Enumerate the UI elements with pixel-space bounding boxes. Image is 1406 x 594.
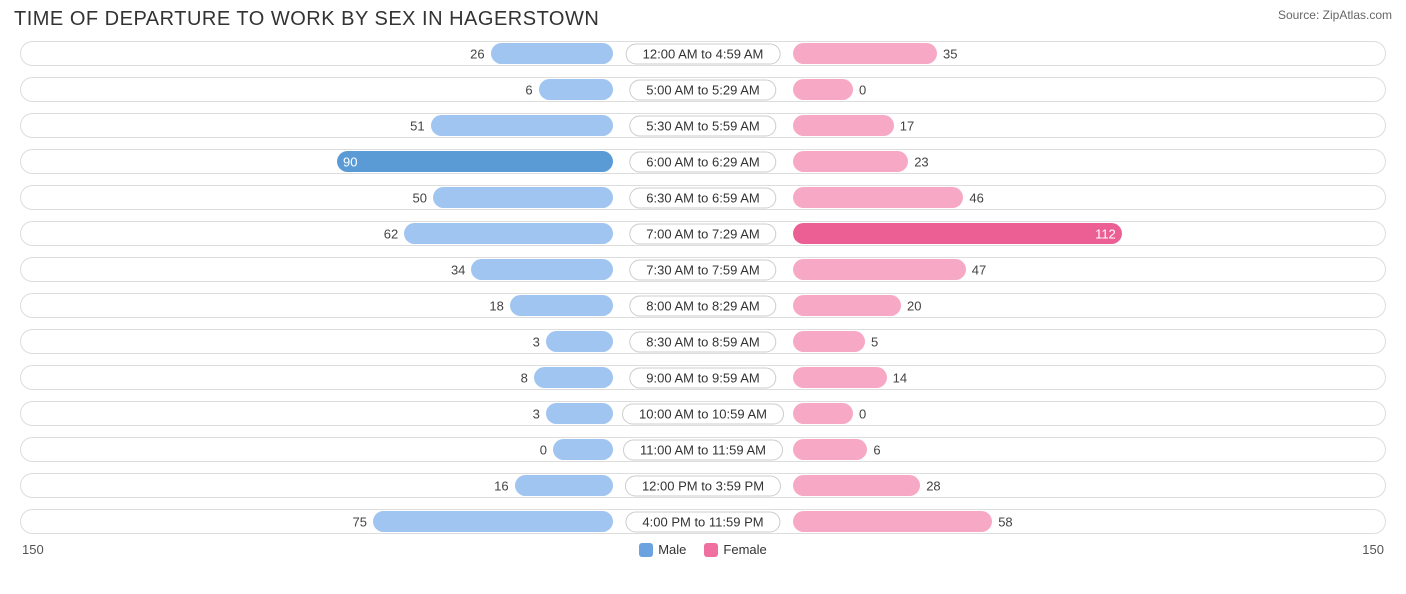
male-bar: 51 <box>431 115 613 136</box>
time-range-label: 5:00 AM to 5:29 AM <box>629 79 776 100</box>
legend-female-label: Female <box>723 542 766 557</box>
female-value: 20 <box>901 298 921 313</box>
female-bar: 47 <box>793 259 966 280</box>
female-bar: 112 <box>793 223 1122 244</box>
female-value: 28 <box>920 478 940 493</box>
male-bar: 8 <box>534 367 613 388</box>
chart-footer: 150 Male Female 150 <box>14 542 1392 557</box>
time-range-label: 8:00 AM to 8:29 AM <box>629 295 776 316</box>
female-bar: 5 <box>793 331 865 352</box>
male-bar: 3 <box>546 403 613 424</box>
female-bar: 17 <box>793 115 894 136</box>
male-value: 18 <box>489 298 509 313</box>
legend-male: Male <box>639 542 686 557</box>
axis-max-left: 150 <box>22 542 44 557</box>
male-bar: 26 <box>491 43 613 64</box>
chart-row: 90 23 6:00 AM to 6:29 AM <box>14 145 1392 178</box>
female-bar: 6 <box>793 439 867 460</box>
male-value: 16 <box>494 478 514 493</box>
legend-female-swatch <box>704 543 718 557</box>
chart-row: 62 112 7:00 AM to 7:29 AM <box>14 217 1392 250</box>
chart-row: 8 14 9:00 AM to 9:59 AM <box>14 361 1392 394</box>
legend-male-swatch <box>639 543 653 557</box>
male-value: 90 <box>343 154 357 169</box>
chart-row: 0 6 11:00 AM to 11:59 AM <box>14 433 1392 466</box>
time-range-label: 7:30 AM to 7:59 AM <box>629 259 776 280</box>
male-bar: 0 <box>553 439 613 460</box>
legend: Male Female <box>639 542 767 557</box>
female-value: 23 <box>908 154 928 169</box>
diverging-bar-chart: 263512:00 AM to 4:59 AM605:00 AM to 5:29… <box>14 37 1392 538</box>
time-range-label: 6:00 AM to 6:29 AM <box>629 151 776 172</box>
male-value: 34 <box>451 262 471 277</box>
chart-row: 18 20 8:00 AM to 8:29 AM <box>14 289 1392 322</box>
female-bar: 0 <box>793 403 853 424</box>
female-value: 0 <box>853 82 866 97</box>
male-bar: 3 <box>546 331 613 352</box>
time-range-label: 5:30 AM to 5:59 AM <box>629 115 776 136</box>
female-value: 47 <box>966 262 986 277</box>
chart-row: 26 35 12:00 AM to 4:59 AM <box>14 37 1392 70</box>
female-bar: 23 <box>793 151 908 172</box>
chart-row: 34 47 7:30 AM to 7:59 AM <box>14 253 1392 286</box>
male-bar: 90 <box>337 151 613 172</box>
time-range-label: 8:30 AM to 8:59 AM <box>629 331 776 352</box>
female-value: 35 <box>937 46 957 61</box>
axis-max-right: 150 <box>1362 542 1384 557</box>
female-bar: 46 <box>793 187 963 208</box>
female-value: 58 <box>992 514 1012 529</box>
male-value: 0 <box>540 442 553 457</box>
female-value: 14 <box>887 370 907 385</box>
legend-male-label: Male <box>658 542 686 557</box>
male-bar: 18 <box>510 295 613 316</box>
male-value: 50 <box>413 190 433 205</box>
male-bar: 50 <box>433 187 613 208</box>
male-value: 8 <box>521 370 534 385</box>
male-value: 26 <box>470 46 490 61</box>
chart-row: 50 46 6:30 AM to 6:59 AM <box>14 181 1392 214</box>
male-value: 62 <box>384 226 404 241</box>
male-bar: 62 <box>404 223 613 244</box>
time-range-label: 7:00 AM to 7:29 AM <box>629 223 776 244</box>
male-bar: 6 <box>539 79 613 100</box>
female-bar: 0 <box>793 79 853 100</box>
female-bar: 58 <box>793 511 992 532</box>
male-bar: 34 <box>471 259 613 280</box>
female-value: 17 <box>894 118 914 133</box>
time-range-label: 4:00 PM to 11:59 PM <box>625 511 780 532</box>
female-value: 5 <box>865 334 878 349</box>
chart-row: 16 28 12:00 PM to 3:59 PM <box>14 469 1392 502</box>
female-bar: 20 <box>793 295 901 316</box>
time-range-label: 9:00 AM to 9:59 AM <box>629 367 776 388</box>
time-range-label: 6:30 AM to 6:59 AM <box>629 187 776 208</box>
female-value: 112 <box>1095 226 1116 241</box>
female-value: 46 <box>963 190 983 205</box>
legend-female: Female <box>704 542 766 557</box>
male-value: 3 <box>533 334 546 349</box>
chart-row: 3 0 10:00 AM to 10:59 AM <box>14 397 1392 430</box>
chart-row: 75 58 4:00 PM to 11:59 PM <box>14 505 1392 538</box>
female-value: 6 <box>867 442 880 457</box>
chart-row: 51 17 5:30 AM to 5:59 AM <box>14 109 1392 142</box>
male-value: 6 <box>525 82 538 97</box>
chart-row: 6 0 5:00 AM to 5:29 AM <box>14 73 1392 106</box>
male-bar: 16 <box>515 475 613 496</box>
male-bar: 75 <box>373 511 613 532</box>
time-range-label: 12:00 PM to 3:59 PM <box>625 475 781 496</box>
male-value: 51 <box>410 118 430 133</box>
time-range-label: 10:00 AM to 10:59 AM <box>622 403 784 424</box>
female-bar: 35 <box>793 43 937 64</box>
chart-row: 3 5 8:30 AM to 8:59 AM <box>14 325 1392 358</box>
time-range-label: 11:00 AM to 11:59 AM <box>623 439 783 460</box>
male-value: 75 <box>353 514 373 529</box>
female-bar: 14 <box>793 367 887 388</box>
male-value: 3 <box>533 406 546 421</box>
time-range-label: 12:00 AM to 4:59 AM <box>626 43 781 64</box>
source-attribution: Source: ZipAtlas.com <box>1278 8 1392 22</box>
chart-title: TIME OF DEPARTURE TO WORK BY SEX IN HAGE… <box>14 8 599 31</box>
female-bar: 28 <box>793 475 920 496</box>
female-value: 0 <box>853 406 866 421</box>
